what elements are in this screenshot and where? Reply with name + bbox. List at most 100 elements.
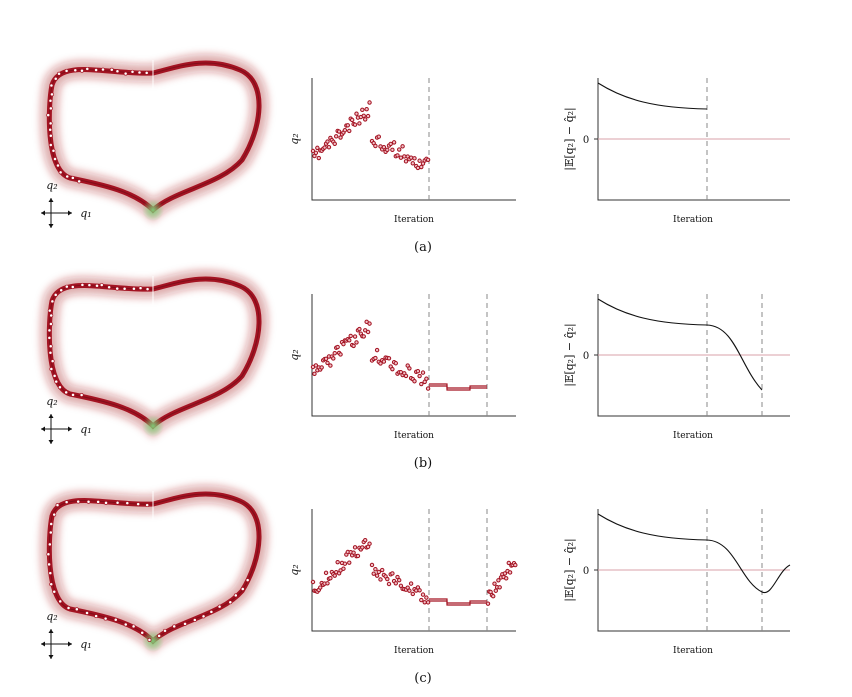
q2-sample: [332, 573, 337, 578]
error-axis-label: |𝔼[q₂] − q̂₂|: [563, 538, 577, 602]
trajectory-sample: [107, 285, 112, 290]
q2-sample: [367, 541, 372, 546]
trajectory-sample: [77, 179, 82, 184]
trajectory-sample: [49, 83, 54, 88]
q2-sample: [513, 562, 518, 568]
trajectory-sample: [48, 571, 53, 576]
trajectory-sample: [233, 593, 238, 598]
trajectory-sample: [217, 604, 222, 609]
trajectory-sample: [52, 512, 57, 517]
goal-marker: [142, 199, 164, 221]
trajectory-sample: [136, 502, 141, 507]
trajectory-sample: [145, 503, 150, 508]
q2-sample: [422, 600, 427, 605]
trajectory-sample: [109, 67, 114, 72]
error-axes: [597, 78, 790, 201]
q2-sample: [393, 581, 398, 586]
trajectory-sample: [48, 106, 53, 111]
figure-row-b: q₂ q₁ q₂ Iteration 0 |𝔼[q₂] − q̂₂| Iteration (b…: [40, 270, 790, 471]
trajectory-sample: [59, 288, 64, 293]
q2-sample: [425, 386, 431, 391]
q2-sample: [374, 573, 380, 578]
trajectory-sample: [47, 542, 52, 547]
q2-arrowhead-down: [48, 224, 54, 228]
q2-sample: [355, 553, 361, 559]
trajectory-glow: [40, 270, 268, 439]
goal-marker: [142, 630, 164, 652]
trajectory-sample: [58, 170, 63, 175]
goal-marker: [142, 415, 164, 437]
trajectory-sample: [48, 127, 53, 132]
q2-sample: [357, 326, 362, 332]
q2-step-trace-lower: [429, 385, 487, 391]
q2-sample: [334, 134, 339, 139]
trajectory-glow: [40, 485, 268, 654]
q2-sample: [315, 145, 320, 151]
q2-sample: [371, 571, 376, 576]
trajectory-sample: [58, 599, 63, 604]
trajectory-sample: [144, 70, 149, 75]
error-panel: 0 |𝔼[q₂] − q̂₂| Iteration: [563, 78, 790, 225]
q2-sample: [376, 569, 381, 575]
q2-sample: [325, 360, 330, 366]
trajectory-sample: [47, 308, 52, 313]
zero-tick-label: 0: [583, 566, 589, 577]
trajectory-sample: [64, 284, 69, 289]
q2-sample: [376, 134, 381, 139]
q2-sample: [386, 581, 392, 587]
q2-sample: [417, 373, 422, 379]
trajectory-sample: [115, 69, 120, 74]
trajectory-sample: [86, 499, 91, 504]
trajectory-sample: [131, 286, 136, 291]
trajectory-sample: [101, 67, 105, 72]
error-axes: [597, 509, 790, 632]
figure-row-a: q₂ q₁ q₂ Iteration 0 |𝔼[q₂] − q̂₂| Iteration (a…: [40, 54, 790, 255]
error-curve: [597, 298, 763, 391]
q2-sample: [365, 113, 371, 119]
error-panel: 0 |𝔼[q₂] − q̂₂| Iteration: [563, 294, 790, 441]
q2-sample: [415, 165, 421, 171]
trajectory-sample: [48, 121, 53, 126]
q2-axes: [311, 294, 516, 417]
q2-sample: [373, 355, 378, 361]
panel-caption: (c): [414, 671, 431, 686]
x-axis-label: Iteration: [394, 646, 434, 656]
q2-sample: [420, 592, 426, 597]
q2-sample: [349, 117, 355, 123]
q2-scatter-panel: q₂ Iteration: [288, 78, 516, 225]
trajectory-sample: [85, 66, 90, 71]
trajectory-panel: [40, 485, 268, 654]
q1-arrowhead: [68, 641, 72, 647]
q2-sample: [323, 570, 329, 576]
trajectory-sample: [172, 624, 177, 629]
q2-axes: [311, 509, 516, 632]
trajectory-sample: [104, 500, 108, 505]
trajectory-sample: [94, 614, 99, 619]
q2-sample: [381, 144, 387, 150]
trajectory-panel: [40, 54, 268, 223]
trajectory-sample: [47, 328, 52, 333]
trajectory-sample: [57, 385, 62, 390]
q2-sample: [323, 356, 329, 361]
q2-sample: [417, 588, 422, 593]
q2-sample: [325, 581, 330, 586]
panel-caption: (a): [414, 240, 432, 255]
q2-sample: [393, 361, 398, 366]
trajectory-sample: [49, 313, 54, 318]
q2-sample: [332, 141, 337, 147]
q2-sample: [380, 567, 385, 573]
error-axis-label: |𝔼[q₂] − q̂₂|: [563, 107, 577, 171]
figure-row-c: q₂ q₁ q₂ Iteration 0 |𝔼[q₂] − q̂₂| Iteration (c…: [40, 485, 791, 686]
q2-sample: [351, 550, 356, 555]
q2-sample: [348, 333, 353, 339]
q2-axis-label: q₂: [288, 564, 301, 575]
q2-sample: [496, 578, 501, 583]
q2-sample: [507, 570, 513, 575]
q2-sample: [420, 161, 426, 166]
trajectory-sample: [80, 282, 85, 287]
q2-sample: [318, 585, 323, 590]
q2-sample: [410, 161, 415, 166]
q2-sample: [335, 559, 340, 565]
q1-coord-label: q₁: [80, 207, 91, 220]
trajectory-sample: [122, 286, 127, 291]
